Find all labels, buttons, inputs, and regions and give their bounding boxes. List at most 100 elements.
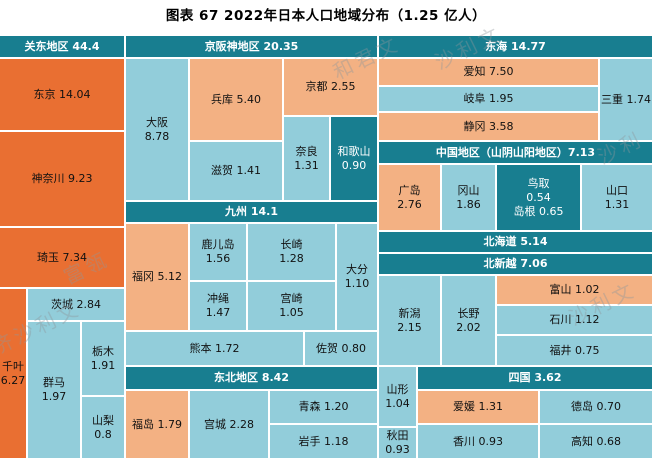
cell-hyogo: 兵库 5.40	[190, 59, 282, 140]
cell-yamagata: 山形 1.04	[379, 367, 416, 426]
cell-value: 2.02	[456, 320, 481, 334]
cell-saga: 佐贺 0.80	[305, 332, 377, 365]
cell-shizuoka: 静冈 3.58	[379, 113, 598, 140]
cell-tokushima: 德岛 0.70	[540, 391, 652, 423]
cell-label: 香川 0.93	[453, 434, 503, 448]
cell-ishikawa: 石川 1.12	[497, 306, 652, 334]
cell-value: 2.15	[397, 320, 422, 334]
cell-gunma: 群马 1.97	[28, 322, 80, 458]
cell-label: 福冈 5.12	[132, 270, 182, 283]
cell-fukushima: 福岛 1.79	[126, 391, 188, 458]
cell-name: 大阪	[146, 115, 168, 129]
cell-ehime: 爱媛 1.31	[418, 391, 538, 423]
cell-value: 1.47	[205, 306, 231, 319]
cell-kyoto: 京都 2.55	[284, 59, 377, 115]
cell-mie: 三重 1.74	[600, 59, 652, 140]
cell-nagano: 长野 2.02	[442, 276, 495, 365]
cell-chiba: 千叶 6.27	[0, 289, 26, 458]
cell-value: 1.91	[90, 358, 116, 372]
cell-name: 栃木	[92, 344, 114, 358]
region-header-hokushinetsu: 北新越 7.06	[379, 254, 652, 274]
region-label: 东海 14.77	[485, 39, 546, 53]
cell-value: 1.97	[41, 390, 67, 403]
cell-value: 1.86	[456, 197, 481, 211]
cell-name: 冈山	[457, 183, 480, 197]
region-label: 北海道 5.14	[483, 235, 548, 248]
cell-label: 爱知 7.50	[463, 65, 514, 78]
region-label: 四国 3.62	[508, 371, 562, 384]
cell-value: 1.04	[385, 396, 410, 410]
cell-value: 6.27	[0, 373, 26, 387]
cell-name: 长崎	[280, 238, 303, 251]
cell-name: 秋田	[386, 429, 409, 442]
region-label: 中国地区（山阴山阳地区）7.13	[435, 145, 596, 159]
cell-name: 广岛	[398, 183, 421, 197]
cell-label: 滋贺 1.41	[211, 164, 261, 177]
cell-oita: 大分 1.10	[337, 224, 377, 330]
cell-value: 0.93	[385, 443, 410, 456]
cell-label: 岩手 1.18	[298, 434, 349, 448]
cell-okayama: 冈山 1.86	[442, 165, 495, 230]
cell-value: 1.56	[205, 252, 231, 265]
region-header-tohoku: 东北地区 8.42	[126, 367, 377, 389]
cell-label: 静冈 3.58	[463, 119, 514, 133]
cell-fukui: 福井 0.75	[497, 336, 652, 365]
region-header-shikoku: 四国 3.62	[418, 367, 652, 389]
region-label: 九州 14.1	[225, 205, 278, 218]
cell-label: 东京 14.04	[33, 87, 91, 101]
region-header-chugoku: 中国地区（山阴山阳地区）7.13	[379, 142, 652, 163]
cell-name: 鹿儿岛	[201, 238, 235, 251]
region-header-keihanshin: 京阪神地区 20.35	[126, 36, 377, 57]
cell-name: 群马	[43, 376, 65, 389]
cell-label: 石川 1.12	[549, 313, 600, 326]
cell-miyagi: 宫城 2.28	[190, 391, 268, 458]
cell-label: 岐阜 1.95	[463, 92, 514, 105]
cell-label: 爱媛 1.31	[453, 400, 503, 413]
cell-label: 福岛 1.79	[132, 417, 182, 431]
cell-name: 长野	[457, 306, 480, 320]
cell-label: 佐贺 0.80	[316, 341, 366, 355]
cell-nagasaki: 长崎 1.28	[248, 224, 335, 280]
cell-iwate: 岩手 1.18	[270, 425, 377, 458]
cell-gifu: 岐阜 1.95	[379, 87, 598, 111]
region-label: 京阪神地区 20.35	[204, 39, 299, 53]
region-header-kanto: 关东地区 44.4	[0, 36, 124, 57]
region-header-kyushu: 九州 14.1	[126, 202, 377, 222]
cell-label: 德岛 0.70	[571, 400, 621, 413]
cell-shiga: 滋贺 1.41	[190, 142, 282, 200]
cell-label: 宫城 2.28	[204, 417, 254, 431]
cell-tochigi: 栃木 1.91	[82, 322, 124, 395]
cell-tottori-shimane: 鸟取 0.54 岛根 0.65	[497, 165, 580, 230]
cell-kagoshima: 鹿儿岛 1.56	[190, 224, 246, 280]
cell-kumamoto: 熊本 1.72	[126, 332, 303, 365]
cell-yamanashi: 山梨 0.8	[82, 397, 124, 458]
cell-name: 山梨	[92, 413, 114, 427]
cell-yamaguchi: 山口 1.31	[582, 165, 652, 230]
region-label: 关东地区 44.4	[24, 39, 100, 53]
cell-fukuoka: 福冈 5.12	[126, 224, 188, 330]
region-header-tokai: 东海 14.77	[379, 36, 652, 57]
cell-name: 大分	[346, 263, 368, 276]
cell-value: 0.90	[341, 158, 367, 172]
cell-aichi: 爱知 7.50	[379, 59, 598, 85]
cell-label: 兵库 5.40	[211, 92, 261, 106]
cell-toyama: 富山 1.02	[497, 276, 652, 304]
cell-label: 京都 2.55	[305, 80, 356, 93]
cell-value: 1.10	[344, 277, 370, 290]
cell-value: 2.76	[397, 197, 422, 211]
cell-label: 富山 1.02	[549, 283, 600, 296]
region-label: 北新越 7.06	[483, 257, 548, 270]
cell-name: 鸟取	[527, 176, 550, 190]
cell-name: 新潟	[398, 306, 421, 320]
cell-ibaraki: 茨城 2.84	[28, 289, 124, 320]
cell-value: 1.31	[604, 197, 630, 211]
cell-name: 山口	[606, 183, 628, 197]
cell-label: 茨城 2.84	[51, 297, 101, 311]
cell-name: 和歌山	[337, 144, 371, 158]
cell-kagawa: 香川 0.93	[418, 425, 538, 458]
cell-miyazaki: 宫崎 1.05	[248, 282, 335, 330]
cell-label: 岛根 0.65	[513, 204, 564, 218]
cell-kanagawa: 神奈川 9.23	[0, 132, 124, 226]
cell-kochi: 高知 0.68	[540, 425, 652, 458]
